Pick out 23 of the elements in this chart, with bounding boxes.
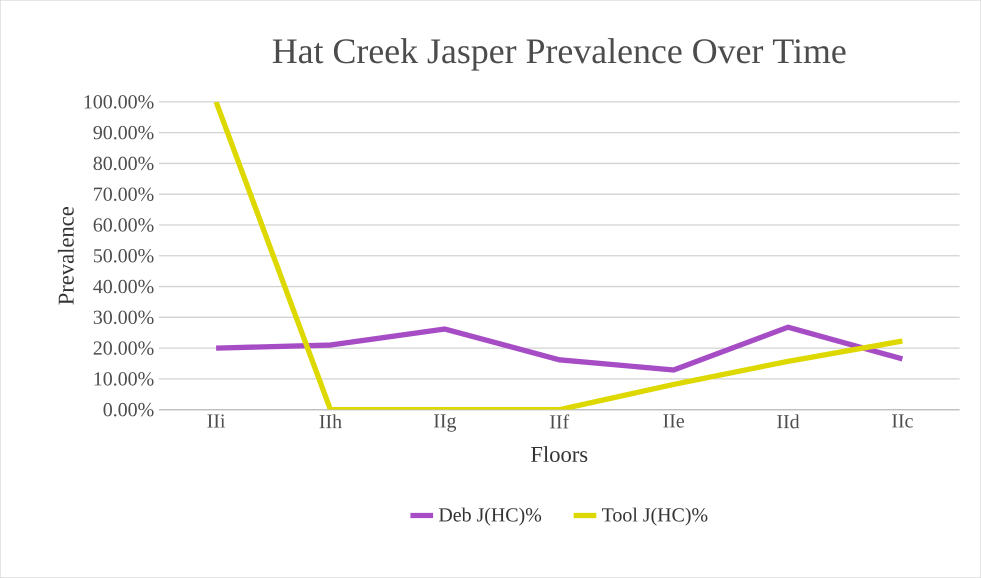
y-tick-label: 80.00% xyxy=(94,156,154,170)
y-tick-label: 40.00% xyxy=(93,280,154,294)
chart-title: Hat Creek Jasper Prevalence Over Time xyxy=(272,38,846,71)
x-tick-label: IIe xyxy=(663,414,684,428)
y-tick-label: 90.00% xyxy=(93,126,154,140)
x-tick-label: IIg xyxy=(434,414,456,432)
x-tick-label: IIi xyxy=(207,414,226,428)
y-tick-label: 50.00% xyxy=(94,249,154,263)
x-tick-label: IIf xyxy=(550,414,570,428)
legend-label: Tool J(HC)% xyxy=(602,508,708,526)
x-tick-label: IIc xyxy=(892,414,913,428)
x-axis-title: Floors xyxy=(531,446,588,462)
legend-label: Deb J(HC)% xyxy=(438,508,542,526)
y-tick-label: 30.00% xyxy=(94,310,154,324)
y-tick-label: 100.00% xyxy=(84,95,154,109)
y-tick-label: 10.00% xyxy=(94,372,154,386)
y-tick-label: 20.00% xyxy=(94,341,154,355)
y-tick-label: 70.00% xyxy=(94,187,154,201)
y-axis-title: Prevalence xyxy=(58,207,74,305)
y-tick-label: 60.00% xyxy=(94,218,154,232)
x-tick-label: IId xyxy=(777,414,800,428)
x-tick-label: IIh xyxy=(320,414,342,428)
y-tick-label: 0.00% xyxy=(104,402,154,416)
